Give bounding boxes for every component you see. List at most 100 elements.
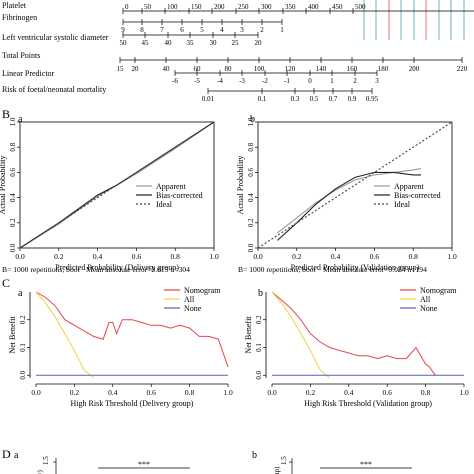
y-tick-label: 1.0 [9,117,17,126]
subpanel-letter: b [258,288,263,299]
legend-label: Ideal [156,200,173,209]
series-line-all [271,291,330,379]
x-tick-label: 0.6 [383,388,393,397]
legend-label: All [420,295,431,304]
x-tick-label: 0.8 [421,388,431,397]
legend-label: All [184,295,195,304]
x-tick-label: 0.6 [132,252,142,261]
x-tick-label: 0.6 [370,252,380,261]
nomogram-vertical-gridlines [363,0,465,40]
nomogram-tick-label: 80 [225,65,233,73]
nomogram-tick-label: 0.7 [329,95,338,103]
nomogram-tick-label: 0 [308,77,312,85]
x-axis-label: Predicted Probability (Validation group) [291,263,420,272]
y-axis-label: Actual Probability [0,156,7,215]
plot-frame [19,121,215,249]
lvsd-ticks: 50 45 40 35 30 25 20 [120,32,262,47]
panel-d-a-sig: *** [138,460,150,469]
y-axis-label: Net Benefit [8,316,17,354]
y-tick-label: 0.0 [19,370,27,379]
x-tick-label: 0.8 [171,252,181,261]
decision-curve-chart-validation: b 0.0 0.2 0.4 0.6 0.8 1.0 0.0 0.1 0.2 High Risk Th… [244,286,469,408]
nomogram-tick-label: 3 [240,26,244,34]
x-tick-label: 0.2 [292,252,302,261]
nomogram-tick-label: -6 [172,77,178,85]
y-tick-label: 0.2 [255,315,263,324]
subpanel-letter: a [18,288,23,299]
y-tick-label: 0.0 [9,243,17,252]
decision-curve-chart-delivery: a 0.0 0.2 0.4 0.6 0.8 1.0 0.0 0.1 0.2 High Risk Th… [8,286,233,408]
y-tick-label: 0.0 [255,370,263,379]
nomogram-tick-label: 6 [180,26,184,34]
nomogram-tick-label: 160 [347,65,358,73]
nomogram-tick-label: 200 [409,65,420,73]
panel-d-b-letter: b [252,450,257,461]
calibration-chart-delivery: a 0.0 0.2 0.4 0.6 0.8 1.0 0.0 0.2 0.4 0.6 0.8 1.0 Pre… [0,114,219,272]
legend-label: Ideal [394,200,411,209]
nomogram-tick-label: 300 [261,3,272,11]
nomogram-tick-label: 30 [210,39,218,47]
nomogram-tick-label: 1 [280,26,284,34]
footnote-left-delivery: B= 1000 repetitions, boot [2,265,81,274]
nomogram-tick-label: 100 [167,3,178,11]
series-line-ideal [257,121,453,249]
nomogram-tick-label: 0.9 [348,95,357,103]
panel-d-b-ylabel: up) [273,466,281,474]
nomogram-tick-label: 0.3 [291,95,300,103]
nomogram-tick-label: 45 [142,39,150,47]
y-tick-label: 0.4 [9,193,17,202]
nomogram-tick-label: 50 [144,3,152,11]
series-line-ideal [19,121,215,249]
panel-d-a: a 1.5 y) *** [14,450,190,474]
legend-label: None [420,304,438,313]
nomogram-row-label-total-points: Total Points [2,51,40,60]
legend-label: Apparent [394,182,425,191]
nomogram-tick-label: -1 [284,77,290,85]
legend-label: Bias-corrected [156,191,203,200]
panel-d-a-ytick: 1.5 [42,456,50,465]
panel-d-b-ytick: 1.5 [280,456,288,465]
y-tick-label: 0.8 [247,142,255,151]
y-axis-label: Net Benefit [244,316,253,354]
nomogram-row-label-linear-predictor: Linear Predictor [2,69,55,78]
panel-d-a-letter: a [14,450,19,461]
nomogram-tick-label: 140 [316,65,327,73]
x-tick-label: 0.0 [31,388,41,397]
nomogram-tick-label: 4 [220,26,224,34]
nomogram-tick-label: 0.01 [202,95,215,103]
nomogram-tick-label: 200 [214,3,225,11]
x-tick-label: 0.2 [70,388,80,397]
nomogram-tick-label: 25 [232,39,240,47]
x-tick-label: 1.0 [447,252,457,261]
nomogram-tick-label: -3 [239,77,245,85]
footnote-left-validation: B= 1000 repetitions, boot [238,265,317,274]
x-axis-label: High Risk Threshold (Validation group) [304,399,432,408]
series-line-apparent [277,168,422,234]
x-tick-label: 0.2 [306,388,316,397]
x-tick-label: 0.8 [185,388,195,397]
y-axis-label: Actual Probability [236,156,245,215]
x-tick-label: 0.6 [147,388,157,397]
x-tick-label: 0.4 [108,388,118,397]
nomogram-tick-label: 120 [285,65,296,73]
footnote-right-validation: Mean absolute error=0.024 n=194 [323,265,427,274]
series-line-bias-corrected [277,171,421,241]
nomogram-tick-label: -2 [262,77,268,85]
nomogram-tick-label: 15 [117,65,125,73]
x-tick-label: 0.4 [331,252,341,261]
footnote-right-delivery: Mean absolute error=0.015 n=304 [86,265,190,274]
total-points-ticks: 15 20 40 60 80 100 120 140 160 180 200 220 [117,57,468,73]
legend-label: Apparent [156,182,187,191]
nomogram-tick-label: 0.95 [366,95,379,103]
nomogram-tick-label: 40 [163,65,171,73]
legend-label: Bias-corrected [394,191,441,200]
x-tick-label: 0.0 [253,252,263,261]
nomogram-panel: Platelet 0 50 100 150 200 250 300 350 400 450 500 … [2,0,474,103]
y-tick-label: 0.1 [19,343,27,352]
nomogram-tick-label: 3 [375,77,379,85]
calibration-chart-validation: b 0.0 0.2 0.4 0.6 0.8 1.0 0.0 0.2 0.4 0.6 0.8 1.0 Pre… [236,114,457,272]
nomogram-tick-label: 7 [160,26,164,34]
x-tick-label: 0.0 [267,388,277,397]
y-tick-label: 0.1 [255,343,263,352]
